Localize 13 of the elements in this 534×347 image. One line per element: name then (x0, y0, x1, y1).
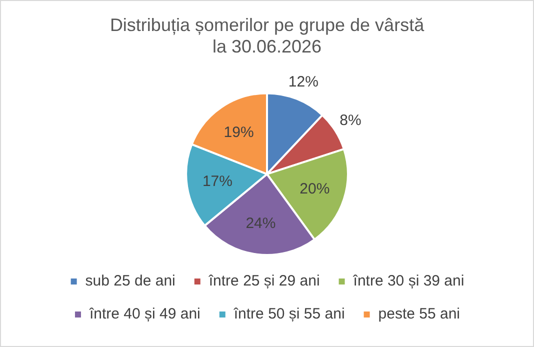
legend-label: între 40 și 49 ani (88, 306, 200, 323)
data-label: 20% (300, 180, 330, 198)
legend-label: între 50 și 55 ani (232, 306, 345, 323)
data-label: 12% (288, 73, 318, 90)
data-label: 19% (224, 124, 254, 141)
data-label: 17% (202, 173, 232, 190)
legend-label: peste 55 ani (378, 306, 460, 323)
data-label: 8% (340, 112, 362, 130)
data-label: 24% (246, 215, 276, 232)
legend-label: sub 25 de ani (85, 272, 176, 290)
legend-label: între 30 și 39 ani (352, 272, 464, 290)
chart-title: Distribuția șomerilor pe grupe de vârstă la 30.06.2026 (110, 14, 426, 56)
legend-label: între 25 și 29 ani (208, 272, 320, 290)
